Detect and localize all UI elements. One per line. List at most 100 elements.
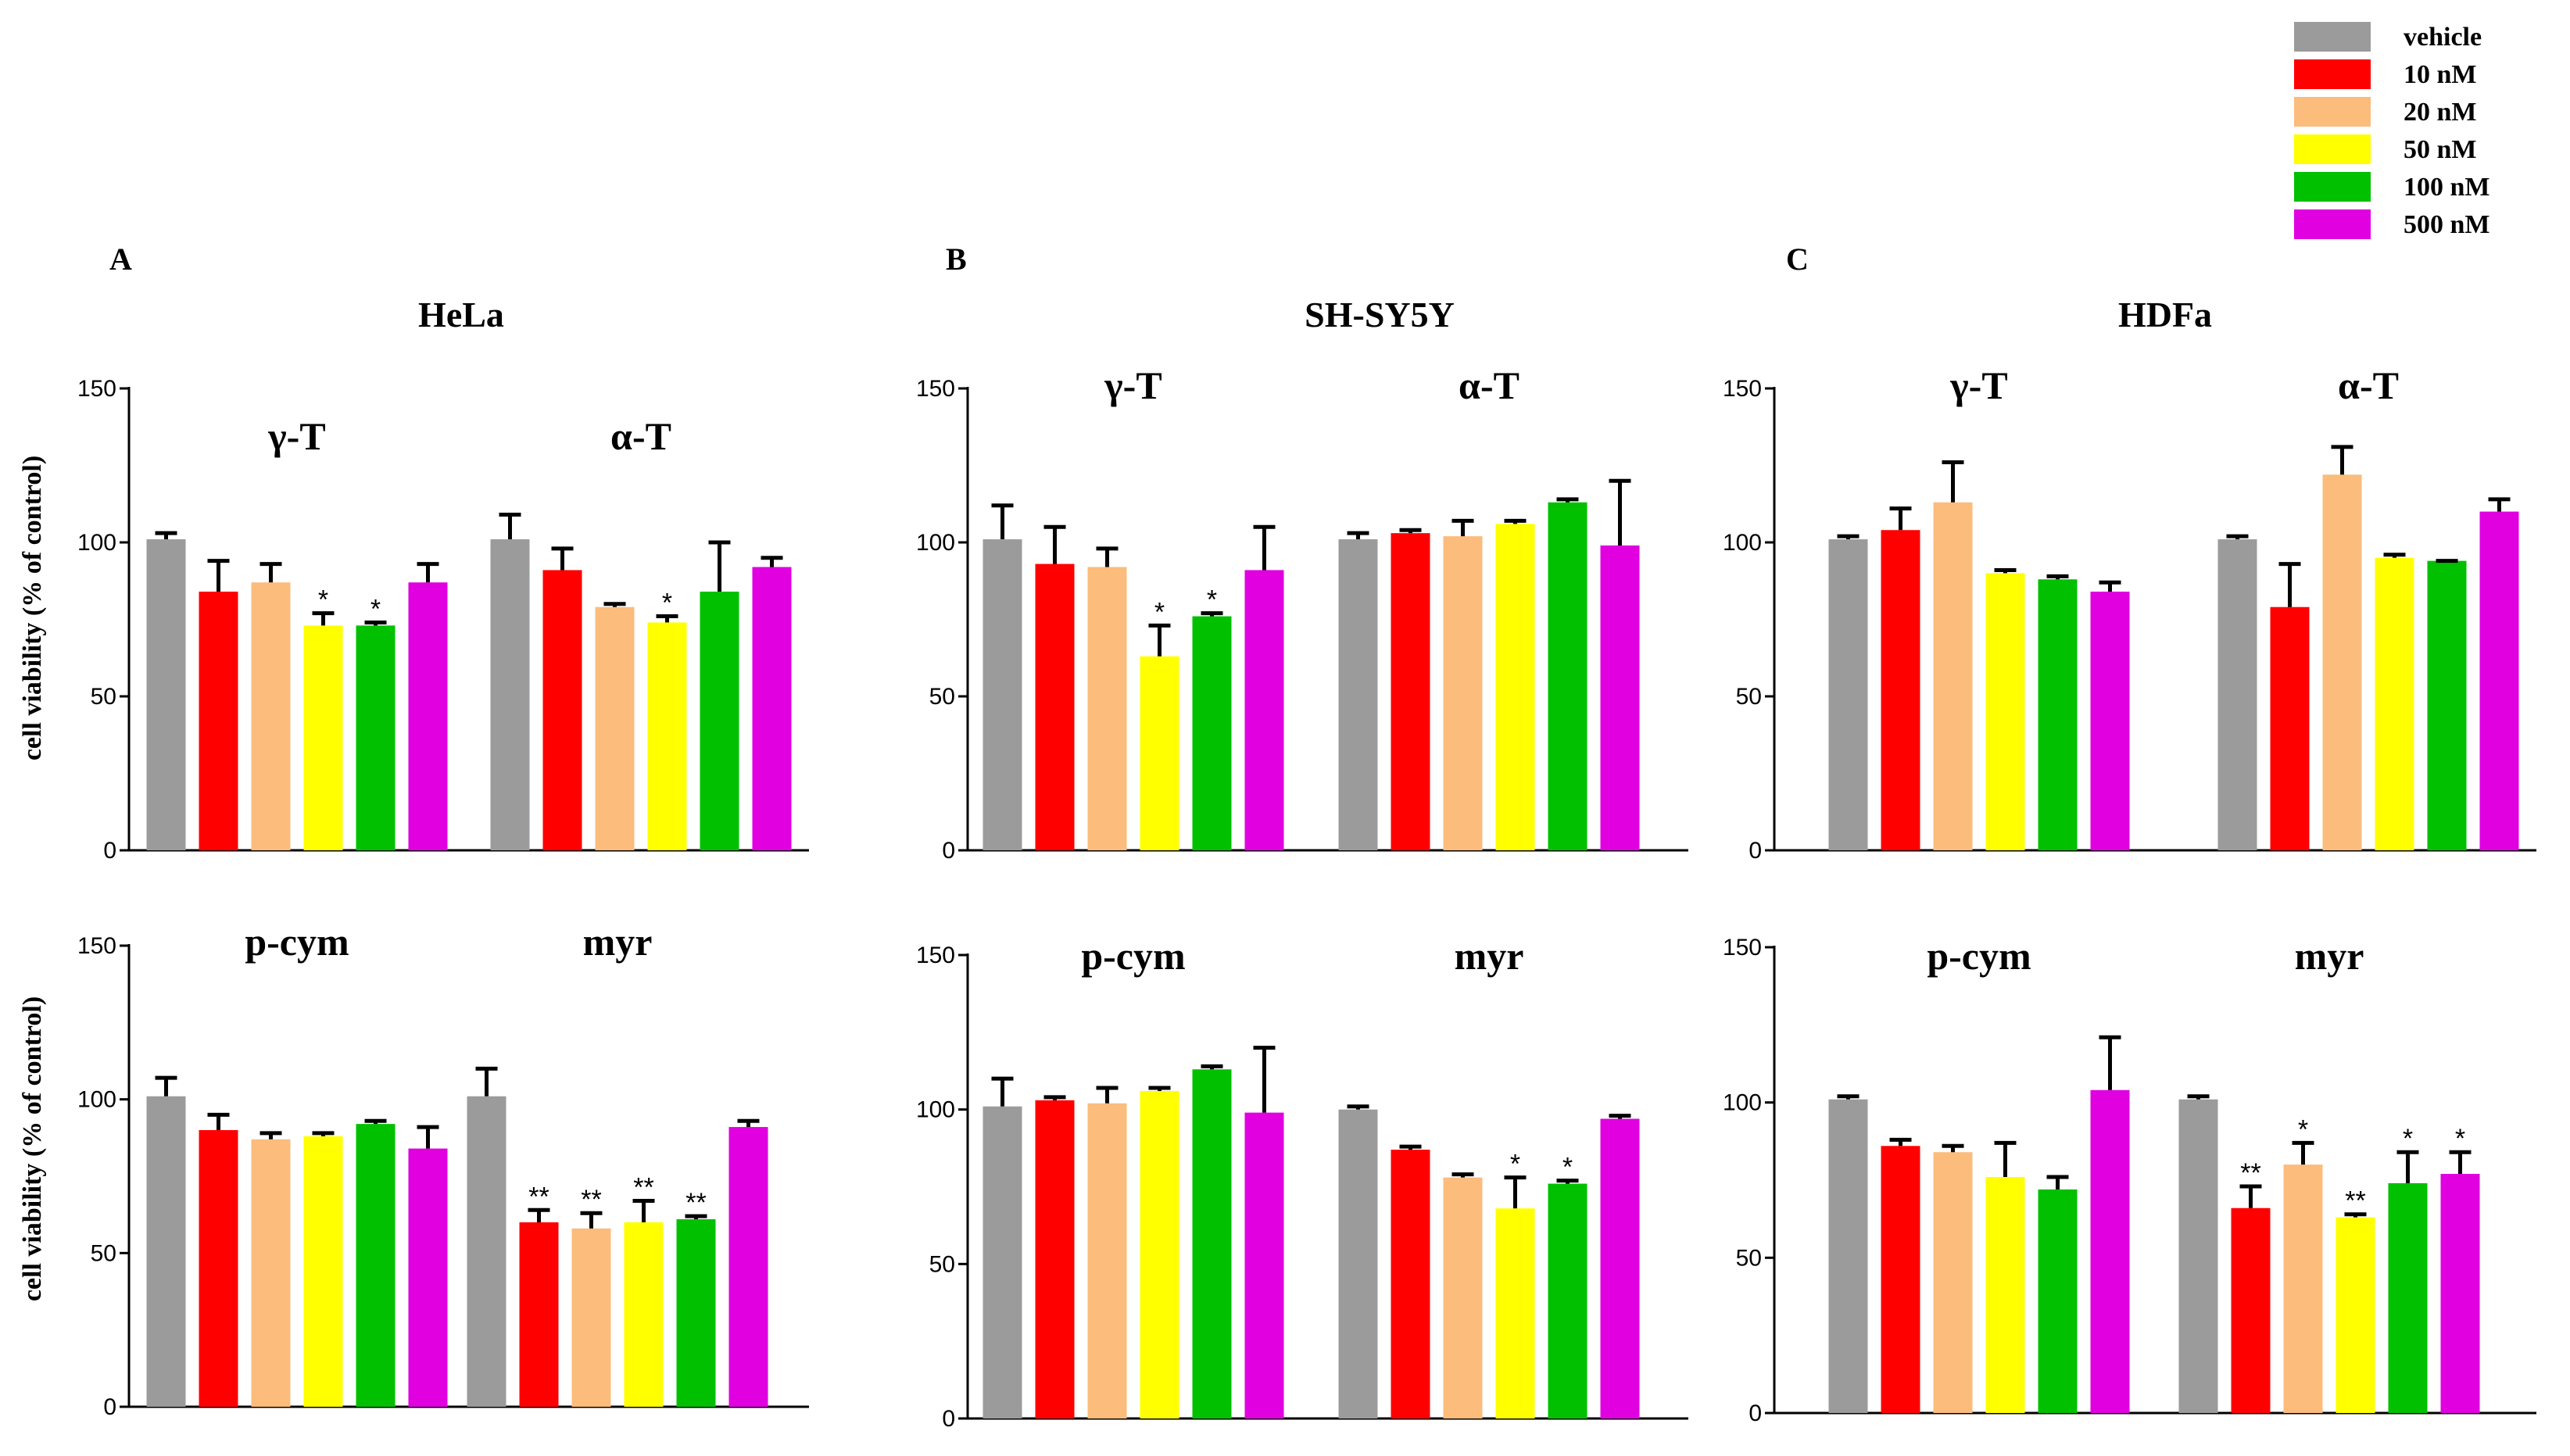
significance-mark: * <box>1207 585 1217 615</box>
bar <box>303 625 343 850</box>
bar <box>1548 1183 1587 1418</box>
bar <box>1985 1177 2025 1413</box>
bar <box>1828 1099 1868 1413</box>
significance-mark: * <box>1510 1150 1520 1179</box>
y-tick-label: 0 <box>1749 838 1762 864</box>
significance-mark: * <box>662 588 672 618</box>
bar <box>2388 1182 2428 1413</box>
bar <box>199 1130 238 1407</box>
bar <box>1140 1090 1179 1418</box>
bar <box>1600 545 1640 850</box>
y-tick-label: 150 <box>77 376 116 402</box>
y-tick-label: 0 <box>942 1406 955 1432</box>
y-tick-label: 150 <box>1723 376 1762 402</box>
bar <box>624 1222 664 1407</box>
panel-b-bottom: 0 50 100 150 p-cym myr * * <box>916 934 1688 1432</box>
legend-swatch-100nm <box>2294 172 2371 202</box>
bar <box>1087 1103 1127 1418</box>
bar <box>1338 539 1378 850</box>
bar <box>2090 1089 2130 1413</box>
bar <box>595 606 635 850</box>
y-tick-label: 100 <box>77 530 116 556</box>
bar <box>1338 1109 1378 1418</box>
group-label: myr <box>583 920 653 964</box>
bar <box>1443 1177 1483 1418</box>
bar <box>728 1127 768 1407</box>
legend-label-vehicle: vehicle <box>2404 23 2482 52</box>
cell-line-title-hela: HeLa <box>418 295 504 334</box>
y-tick-label: 0 <box>103 1394 116 1420</box>
cell-line-title-shsy5y: SH-SY5Y <box>1305 295 1455 334</box>
bar <box>408 582 448 850</box>
cell-line-title-hdfa: HDFa <box>2118 295 2212 334</box>
group-label: γ-T <box>1949 363 2007 407</box>
y-axis-label-bottom: cell viability (% of control) <box>18 996 47 1301</box>
group-label: α-T <box>610 414 671 458</box>
group-label: α-T <box>2338 363 2399 407</box>
bar <box>1495 1208 1535 1418</box>
y-tick-label: 150 <box>77 933 116 959</box>
y-tick-label: 100 <box>1723 530 1762 556</box>
panel-letter-a: A <box>109 241 132 277</box>
significance-mark: ** <box>2345 1186 2365 1216</box>
group-label: myr <box>1455 934 1524 978</box>
panel-letter-c: C <box>1786 241 1809 277</box>
y-tick-label: 100 <box>916 530 955 556</box>
bar <box>1600 1118 1640 1418</box>
y-tick-label: 100 <box>77 1087 116 1113</box>
bar <box>303 1136 343 1407</box>
significance-mark: ** <box>2240 1158 2260 1188</box>
significance-mark: ** <box>685 1188 706 1218</box>
significance-mark: ** <box>581 1185 601 1215</box>
bar <box>1391 1150 1430 1418</box>
bar <box>2479 511 2519 850</box>
bar <box>1244 570 1284 850</box>
y-tick-label: 50 <box>91 684 116 710</box>
bar <box>2440 1174 2480 1413</box>
bar <box>1933 1152 1973 1413</box>
bar <box>1548 502 1587 850</box>
bar <box>983 1106 1022 1418</box>
bar <box>2322 474 2362 850</box>
bar <box>146 1096 186 1407</box>
panel-a-top: 0 50 100 150 γ-T * * α-T * <box>77 376 809 864</box>
y-tick-label: 50 <box>91 1240 116 1266</box>
significance-mark: * <box>1562 1153 1573 1182</box>
group-label: α-T <box>1459 363 1519 407</box>
group-label: p-cym <box>1081 934 1185 978</box>
significance-mark: * <box>2455 1124 2465 1154</box>
bar <box>1192 616 1232 850</box>
panel-c-top: 0 50 100 150 γ-T α-T <box>1723 363 2536 864</box>
significance-mark: * <box>318 585 328 615</box>
significance-mark: * <box>1154 597 1165 627</box>
legend-swatch-vehicle <box>2294 22 2371 52</box>
bar <box>2038 579 2078 850</box>
y-tick-label: 150 <box>916 943 955 968</box>
bar <box>2231 1207 2271 1413</box>
bar <box>146 539 186 850</box>
group-label: myr <box>2295 934 2364 978</box>
bar <box>1035 1100 1075 1418</box>
legend-swatch-50nm <box>2294 134 2371 164</box>
bar <box>752 567 792 850</box>
significance-mark: * <box>2298 1114 2308 1144</box>
group-label: γ-T <box>267 414 325 458</box>
legend-label-50nm: 50 nM <box>2404 135 2477 164</box>
y-tick-label: 50 <box>1736 684 1762 710</box>
bar <box>1087 567 1127 850</box>
bar <box>467 1096 506 1407</box>
bar <box>1443 536 1483 850</box>
y-tick-label: 50 <box>929 1251 955 1277</box>
legend-swatch-500nm <box>2294 209 2371 239</box>
y-tick-label: 150 <box>916 376 955 402</box>
y-tick-label: 50 <box>929 684 955 710</box>
bar <box>2270 606 2310 850</box>
bar <box>251 582 291 850</box>
bar <box>519 1222 559 1407</box>
bar <box>1140 656 1179 850</box>
bar <box>1035 563 1075 850</box>
bar <box>542 570 582 850</box>
significance-mark: * <box>370 594 381 624</box>
